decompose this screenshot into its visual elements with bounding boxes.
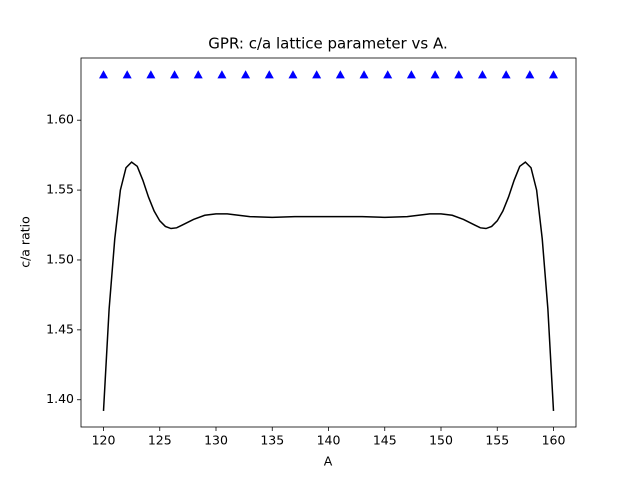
marker	[312, 70, 322, 79]
y-tick-label: 1.40	[46, 391, 74, 406]
marker	[170, 70, 180, 79]
marker	[217, 70, 227, 79]
marker	[288, 70, 298, 79]
marker	[193, 70, 203, 79]
y-tick-label: 1.60	[46, 112, 74, 127]
y-axis-label: c/a ratio	[18, 216, 33, 268]
x-tick-label: 125	[148, 433, 172, 448]
chart-title: GPR: c/a lattice parameter vs A.	[208, 35, 447, 53]
marker	[146, 70, 156, 79]
x-axis-label: A	[324, 454, 333, 469]
x-tick-label: 155	[485, 433, 509, 448]
marker	[430, 70, 440, 79]
x-tick-label: 150	[429, 433, 453, 448]
y-tick-label: 1.55	[46, 182, 74, 197]
plot-frame	[80, 57, 577, 428]
y-tick-label: 1.45	[46, 321, 74, 336]
line	[102, 161, 555, 411]
marker	[525, 70, 535, 79]
marker	[454, 70, 464, 79]
y-tick-label: 1.50	[46, 251, 74, 266]
marker	[406, 70, 416, 79]
marker	[383, 70, 393, 79]
x-tick-label: 160	[542, 433, 566, 448]
x-tick-label: 130	[204, 433, 228, 448]
marker	[99, 70, 108, 79]
marker	[264, 70, 274, 79]
x-tick-label: 145	[373, 433, 397, 448]
x-tick-label: 120	[92, 433, 116, 448]
marker	[335, 70, 345, 79]
marker	[477, 70, 487, 79]
marker	[549, 70, 558, 79]
x-tick-label: 135	[260, 433, 284, 448]
x-tick-label: 140	[317, 433, 341, 448]
marker	[501, 70, 511, 79]
marker	[241, 70, 251, 79]
marker	[359, 70, 369, 79]
marker	[122, 70, 132, 79]
